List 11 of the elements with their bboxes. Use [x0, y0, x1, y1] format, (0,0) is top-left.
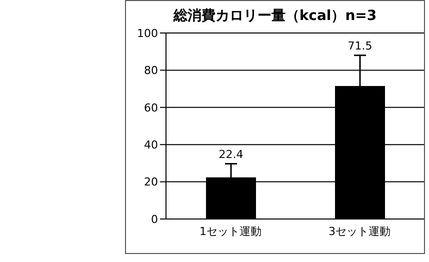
y-tick-label: 100: [137, 26, 158, 40]
x-tick-label: 3セット運動: [328, 224, 390, 238]
y-tick-label: 20: [144, 176, 158, 189]
chart-title: 総消費カロリー量（kcal）n=3: [172, 7, 378, 26]
y-tick-label: 60: [144, 101, 158, 114]
data-label: 71.5: [348, 39, 372, 52]
y-tick-label: 40: [144, 138, 158, 152]
y-tick-label: 80: [144, 64, 158, 78]
y-tick-label: 0: [151, 212, 158, 226]
x-tick-label: 1セット運動: [200, 224, 262, 238]
data-label: 22.4: [218, 148, 244, 161]
